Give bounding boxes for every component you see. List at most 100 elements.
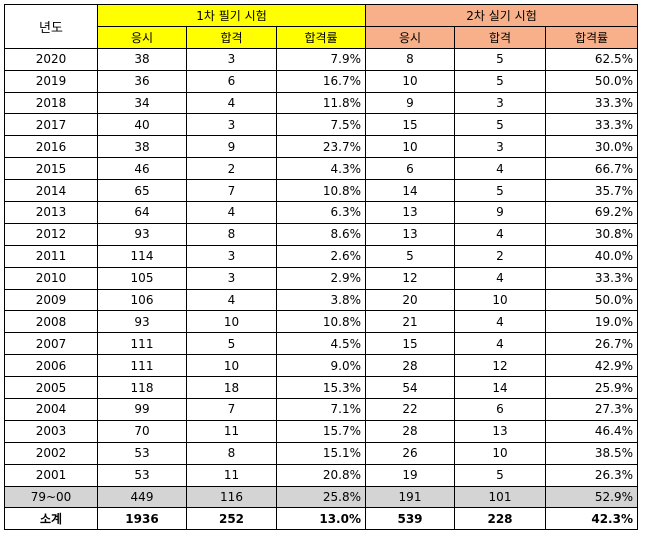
- year-cell: 소계: [4, 507, 98, 531]
- exam1-applicants-cell: 1936: [97, 507, 187, 531]
- exam2-passed-header: 합격: [454, 25, 546, 49]
- year-cell: 2016: [4, 135, 98, 159]
- exam1-applicants-cell: 106: [97, 288, 187, 312]
- table-row: 2013 64 4 6.3% 13 9 69.2%: [4, 201, 638, 224]
- exam1-rate-cell: 10.8%: [276, 310, 366, 334]
- exam1-applicants-cell: 70: [97, 419, 187, 443]
- exam2-applicants-cell: 13: [365, 222, 455, 246]
- exam2-rate-header: 합격률: [545, 25, 638, 49]
- year-cell: 2013: [4, 201, 98, 224]
- year-cell: 2005: [4, 376, 98, 400]
- header-row-1: 년도 1차 필기 시험 2차 실기 시험: [4, 4, 638, 49]
- exam2-applicants-cell: 10: [365, 135, 455, 159]
- exam1-applicants-cell: 36: [97, 69, 187, 93]
- exam1-passed-cell: 7: [186, 398, 277, 421]
- exam2-passed-cell: 5: [454, 69, 546, 93]
- exam2-passed-cell: 4: [454, 332, 546, 356]
- exam1-header: 1차 필기 시험: [97, 4, 366, 27]
- exam1-passed-cell: 5: [186, 332, 277, 356]
- exam2-applicants-cell: 539: [365, 507, 455, 531]
- exam2-applicants-cell: 13: [365, 201, 455, 224]
- exam1-rate-cell: 2.6%: [276, 244, 366, 268]
- exam2-passed-cell: 3: [454, 91, 546, 115]
- exam1-rate-cell: 8.6%: [276, 222, 366, 246]
- table-row: 2017 40 3 7.5% 15 5 33.3%: [4, 113, 638, 137]
- exam2-rate-cell: 46.4%: [545, 419, 638, 443]
- exam1-passed-cell: 10: [186, 310, 277, 334]
- exam2-applicants-cell: 15: [365, 332, 455, 356]
- year-header: 년도: [4, 4, 98, 49]
- exam1-applicants-cell: 99: [97, 398, 187, 421]
- exam1-applicants-cell: 93: [97, 222, 187, 246]
- exam1-rate-cell: 10.8%: [276, 179, 366, 203]
- table-row: 2003 70 11 15.7% 28 13 46.4%: [4, 419, 638, 443]
- exam1-passed-cell: 7: [186, 179, 277, 203]
- exam1-passed-cell: 9: [186, 135, 277, 159]
- table-row: 2004 99 7 7.1% 22 6 27.3%: [4, 398, 638, 421]
- exam2-passed-cell: 5: [454, 179, 546, 203]
- exam1-passed-cell: 6: [186, 69, 277, 93]
- exam1-applicants-cell: 38: [97, 47, 187, 71]
- exam2-passed-cell: 228: [454, 507, 546, 531]
- table-row: 2002 53 8 15.1% 26 10 38.5%: [4, 441, 638, 465]
- exam1-passed-cell: 116: [186, 485, 277, 509]
- exam1-applicants-cell: 105: [97, 266, 187, 290]
- year-cell: 2003: [4, 419, 98, 443]
- exam2-passed-cell: 13: [454, 419, 546, 443]
- table-row: 2019 36 6 16.7% 10 5 50.0%: [4, 69, 638, 93]
- exam1-applicants-cell: 118: [97, 376, 187, 400]
- year-cell: 2015: [4, 157, 98, 181]
- exam1-rate-cell: 7.9%: [276, 47, 366, 71]
- exam2-rate-cell: 62.5%: [545, 47, 638, 71]
- year-cell: 2001: [4, 463, 98, 487]
- exam1-applicants-cell: 114: [97, 244, 187, 268]
- exam1-rate-cell: 11.8%: [276, 91, 366, 115]
- exam1-passed-cell: 2: [186, 157, 277, 181]
- exam2-applicants-cell: 22: [365, 398, 455, 421]
- table-row: 2018 34 4 11.8% 9 3 33.3%: [4, 91, 638, 115]
- table-row: 2015 46 2 4.3% 6 4 66.7%: [4, 157, 638, 181]
- exam2-applicants-cell: 15: [365, 113, 455, 137]
- year-cell: 2012: [4, 222, 98, 246]
- exam2-applicants-cell: 54: [365, 376, 455, 400]
- exam2-applicants-cell: 26: [365, 441, 455, 465]
- year-cell: 2007: [4, 332, 98, 356]
- exam2-passed-cell: 2: [454, 244, 546, 268]
- exam1-applicants-cell: 46: [97, 157, 187, 181]
- table-row: 2016 38 9 23.7% 10 3 30.0%: [4, 135, 638, 159]
- exam2-applicants-cell: 28: [365, 354, 455, 378]
- exam1-rate-cell: 15.7%: [276, 419, 366, 443]
- exam1-passed-cell: 252: [186, 507, 277, 531]
- exam1-rate-cell: 3.8%: [276, 288, 366, 312]
- exam2-rate-cell: 35.7%: [545, 179, 638, 203]
- exam2-rate-cell: 26.7%: [545, 332, 638, 356]
- exam1-passed-cell: 11: [186, 419, 277, 443]
- year-cell: 2010: [4, 266, 98, 290]
- exam2-applicants-cell: 191: [365, 485, 455, 509]
- exam2-rate-cell: 19.0%: [545, 310, 638, 334]
- exam2-rate-cell: 25.9%: [545, 376, 638, 400]
- table-row: 2007 111 5 4.5% 15 4 26.7%: [4, 332, 638, 356]
- year-cell: 2002: [4, 441, 98, 465]
- table-container: 년도 1차 필기 시험 2차 실기 시험 응시 합격 합격률 응시 합격 합격률…: [4, 4, 638, 531]
- exam1-rate-cell: 2.9%: [276, 266, 366, 290]
- exam1-passed-cell: 11: [186, 463, 277, 487]
- exam1-rate-cell: 16.7%: [276, 69, 366, 93]
- exam2-rate-cell: 26.3%: [545, 463, 638, 487]
- exam2-rate-cell: 40.0%: [545, 244, 638, 268]
- exam1-applicants-cell: 111: [97, 332, 187, 356]
- exam2-rate-cell: 30.8%: [545, 222, 638, 246]
- exam2-passed-cell: 3: [454, 135, 546, 159]
- exam2-rate-cell: 42.9%: [545, 354, 638, 378]
- exam-results-table: 년도 1차 필기 시험 2차 실기 시험 응시 합격 합격률 응시 합격 합격률…: [4, 4, 638, 531]
- exam1-rate-header: 합격률: [276, 25, 366, 49]
- exam1-applicants-cell: 40: [97, 113, 187, 137]
- table-row: 2005 118 18 15.3% 54 14 25.9%: [4, 376, 638, 400]
- table-row: 2006 111 10 9.0% 28 12 42.9%: [4, 354, 638, 378]
- exam2-passed-cell: 4: [454, 310, 546, 334]
- exam1-applicants-cell: 34: [97, 91, 187, 115]
- exam1-passed-cell: 3: [186, 244, 277, 268]
- year-cell: 2020: [4, 47, 98, 71]
- exam2-rate-cell: 30.0%: [545, 135, 638, 159]
- exam1-rate-cell: 4.5%: [276, 332, 366, 356]
